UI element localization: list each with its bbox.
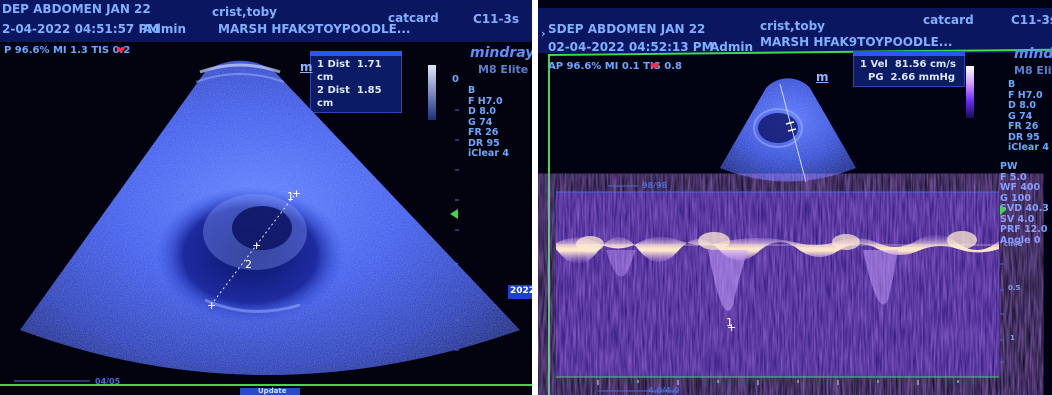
left-brand-logo: mindray	[470, 45, 532, 61]
left-model: M8 Elite	[478, 63, 529, 76]
right-pw-params: PW F 5.0 WF 400 G 100 SVD 40.3 SV 4.0 PR…	[1000, 161, 1049, 246]
right-scale-mark-05: 0.5	[1008, 284, 1021, 292]
svg-text:+: +	[252, 239, 261, 252]
right-datetime: 02-04-2022 04:52:13 PM	[548, 40, 714, 54]
right-patient-id: MARSH HFAK9TOYPOODLE...	[760, 35, 953, 49]
left-patient-id: MARSH HFAK9TOYPOODLE...	[218, 22, 411, 36]
left-footer-label: Update	[258, 387, 287, 395]
right-patient-name: crist,toby	[760, 19, 825, 33]
right-image-area: +	[556, 78, 1006, 392]
right-model: M8 Elite	[1014, 64, 1052, 77]
svg-text:+: +	[292, 187, 301, 200]
left-probe: C11-3s	[473, 12, 519, 26]
left-depth-mark-0: 0	[452, 74, 459, 85]
right-monitor-photo: › SDEP ABDOMEN JAN 22 02-04-2022 04:52:1…	[538, 0, 1052, 395]
right-sweep-label: 98/98	[642, 181, 668, 190]
left-organ-region	[155, 187, 345, 323]
right-exam-label: SDEP ABDOMEN JAN 22	[548, 22, 706, 36]
right-scale-unit: cm/s	[1004, 240, 1023, 248]
right-bottom-label: 4.0/4.0	[648, 386, 680, 395]
right-operator: Admin	[710, 40, 754, 54]
svg-text:+: +	[727, 321, 736, 334]
left-measurement-box: 1 Dist 1.71 cm 2 Dist 1.85 cm	[310, 51, 402, 113]
right-measurement-row-1: 1 Vel 81.56 cm/s	[860, 59, 956, 70]
right-measurement-row-2: PG 2.66 mmHg	[868, 72, 956, 83]
right-screen-frame-left	[548, 54, 550, 395]
left-preset: catcard	[388, 11, 439, 25]
right-color-map-bar	[966, 66, 974, 118]
right-heart-icon: ❤	[650, 60, 660, 73]
right-header-band	[538, 8, 1052, 53]
left-measurement-row-1: 1 Dist 1.71 cm	[317, 59, 382, 83]
left-header-band	[0, 0, 532, 42]
right-focus-marker	[1000, 205, 1006, 215]
left-params: B F H7.0 D 8.0 G 74 FR 26 DR 95 iClear 4	[468, 85, 509, 159]
left-gray-map-bar	[428, 65, 436, 120]
right-measurement-box-bar	[853, 51, 965, 56]
svg-text:+: +	[207, 299, 216, 312]
left-focus-marker	[450, 209, 458, 219]
left-year-badge: 2022	[510, 286, 532, 296]
left-measurement-box-bar	[310, 51, 402, 56]
left-datetime: 2-04-2022 04:51:57 PM	[2, 22, 160, 36]
left-caliper-line	[210, 192, 297, 306]
right-params: B F H7.0 D 8.0 G 74 FR 26 DR 95 iClear 4	[1008, 79, 1049, 153]
left-bottom-label: 04/05	[95, 377, 121, 386]
left-acoustic-output: P 96.6% MI 1.3 TIS 0.2	[4, 45, 131, 56]
left-heart-icon: ❤	[116, 44, 126, 57]
right-measurement-box: 1 Vel 81.56 cm/s PG 2.66 mmHg	[853, 51, 965, 87]
left-bmode-image: + + +	[0, 60, 532, 395]
right-scale-mark-1: 1	[1010, 334, 1015, 342]
left-monitor-photo: DEP ABDOMEN JAN 22 2-04-2022 04:51:57 PM…	[0, 0, 532, 395]
left-caliper-label-2: 2	[245, 258, 252, 271]
right-brand-logo: mindr	[1014, 46, 1052, 62]
left-caliper-label-1: 1	[287, 190, 294, 203]
right-caliper-label: 1	[726, 316, 733, 329]
right-doppler-trace	[556, 234, 999, 265]
left-m-marker: m	[300, 60, 313, 74]
right-preset: catcard	[923, 13, 974, 27]
left-exam-label: DEP ABDOMEN JAN 22	[2, 2, 151, 16]
left-operator: Admin	[143, 22, 187, 36]
right-m-marker: m	[816, 70, 829, 84]
right-acoustic-output: AP 96.6% MI 0.1 TIS 0.8	[548, 61, 683, 72]
right-cursor-line	[779, 83, 807, 183]
right-probe: C11-3s	[1011, 13, 1052, 27]
left-measurement-row-2: 2 Dist 1.85 cm	[317, 85, 382, 109]
left-patient-name: crist,toby	[212, 5, 277, 19]
